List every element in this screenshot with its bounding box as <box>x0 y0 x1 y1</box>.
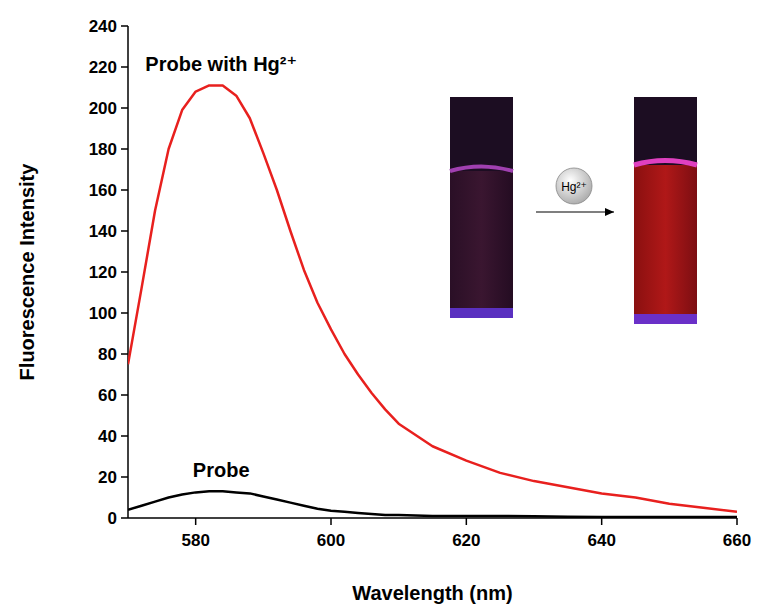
y-tick-label: 60 <box>98 386 117 405</box>
chart: Hg²⁺ 0 20 40 60 80 100 120 140 160 180 200 220 240 580… <box>0 0 763 614</box>
y-tick <box>121 25 128 27</box>
axes: 0 20 40 60 80 100 120 140 160 180 200 220 240 580 600 6… <box>89 17 752 550</box>
y-tick-label: 180 <box>89 140 117 159</box>
x-tick <box>601 518 603 525</box>
spectrum-line <box>128 491 737 517</box>
curve-label: Probe <box>193 459 250 481</box>
x-tick <box>466 518 468 525</box>
y-tick-label: 200 <box>89 99 117 118</box>
y-tick-label: 160 <box>89 181 117 200</box>
y-tick <box>121 107 128 109</box>
y-tick <box>121 230 128 232</box>
cuvette-base <box>450 308 513 318</box>
cuvette-base <box>634 314 697 324</box>
curve-label: Probe with Hg²⁺ <box>145 53 297 75</box>
y-axis-title: Fluorescence Intensity <box>16 163 38 381</box>
y-tick-label: 140 <box>89 222 117 241</box>
cuvette-after <box>634 97 697 324</box>
y-tick <box>121 271 128 273</box>
x-tick-label: 580 <box>181 531 209 550</box>
y-tick-label: 220 <box>89 58 117 77</box>
meniscus <box>450 167 513 172</box>
lines <box>128 85 737 517</box>
y-tick-label: 80 <box>98 345 117 364</box>
y-tick <box>121 353 128 355</box>
ion-label: Hg²⁺ <box>561 180 587 194</box>
y-tick <box>121 312 128 314</box>
y-tick <box>121 435 128 437</box>
y-tick <box>121 517 128 519</box>
cuvette-top <box>450 97 513 171</box>
y-tick-label: 20 <box>98 468 117 487</box>
spectrum-line <box>128 85 737 511</box>
y-tick-label: 100 <box>89 304 117 323</box>
inset: Hg²⁺ <box>450 97 697 324</box>
cuvette-before <box>450 97 513 318</box>
y-tick-label: 120 <box>89 263 117 282</box>
y-tick <box>121 476 128 478</box>
x-tick-label: 640 <box>587 531 615 550</box>
x-axis-title: Wavelength (nm) <box>352 582 512 604</box>
x-tick-label: 620 <box>452 531 480 550</box>
x-tick-label: 600 <box>317 531 345 550</box>
arrowhead <box>605 208 614 216</box>
cuvette-top <box>634 97 697 165</box>
arrow <box>536 211 614 212</box>
meniscus <box>634 161 697 166</box>
x-tick <box>736 518 738 525</box>
x-tick <box>195 518 197 525</box>
x-tick-label: 660 <box>723 531 751 550</box>
y-tick-label: 240 <box>89 17 117 36</box>
ion-ball <box>556 168 592 204</box>
y-tick <box>121 394 128 396</box>
y-tick <box>121 189 128 191</box>
x-tick <box>330 518 332 525</box>
y-tick-label: 40 <box>98 427 117 446</box>
y-tick <box>121 148 128 150</box>
y-tick-label: 0 <box>108 509 117 528</box>
y-tick <box>121 66 128 68</box>
